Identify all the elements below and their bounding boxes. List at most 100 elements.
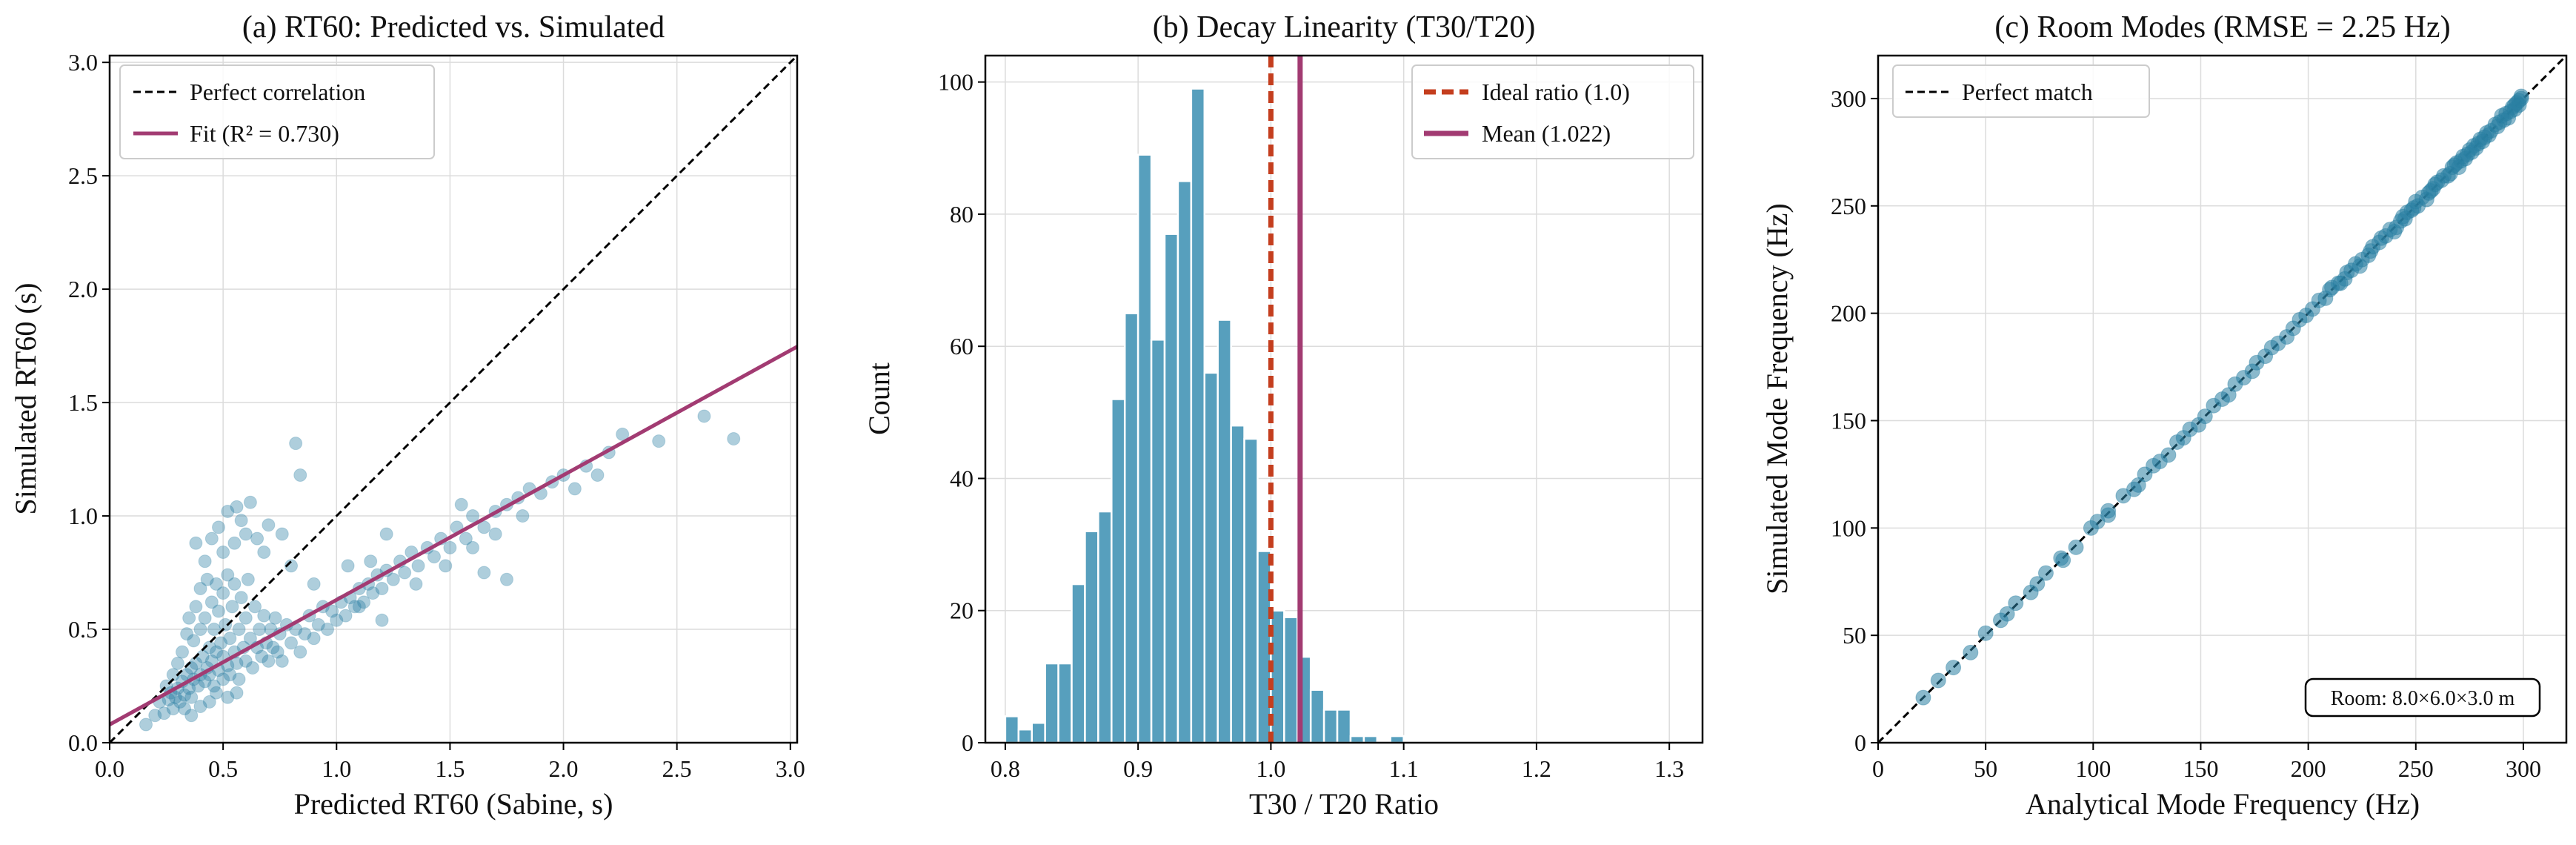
data-point-a [477, 566, 491, 580]
histogram-bar [1031, 722, 1046, 744]
data-point-c [1930, 672, 1946, 689]
data-point-a [204, 531, 219, 546]
data-point-a [307, 632, 321, 646]
fit-line-a [110, 345, 797, 726]
tick-label-x-b: 1.0 [1256, 755, 1285, 782]
data-point-a [477, 520, 491, 534]
histogram-bar [1217, 319, 1232, 744]
data-point-a [182, 611, 196, 625]
data-point-a [200, 572, 214, 586]
data-point-c [1915, 689, 1931, 706]
data-point-a [321, 623, 335, 637]
data-point-a [439, 559, 453, 573]
histogram-bar [1336, 709, 1352, 744]
data-point-a [568, 482, 582, 496]
data-point-a [225, 600, 239, 614]
data-point-a [209, 577, 223, 591]
histogram-bar [1362, 735, 1379, 744]
legend-a: Perfect correlation Fit (R² = 0.730) [119, 64, 435, 159]
tick-label-y-c: 250 [1831, 193, 1866, 219]
data-point-a [180, 627, 194, 641]
data-point-c [1963, 644, 1979, 660]
data-point-c [2068, 539, 2084, 555]
data-point-a [173, 695, 187, 709]
data-point-a [262, 518, 276, 532]
data-point-c [1946, 660, 1962, 676]
data-point-a [202, 640, 216, 655]
data-point-a [209, 686, 223, 700]
tick-label-x-a: 2.5 [662, 755, 692, 782]
data-point-a [176, 645, 190, 659]
data-point-a [223, 632, 237, 646]
data-point-c [2037, 565, 2054, 581]
ylabel-c: Simulated Mode Frequency (Hz) [1760, 203, 1794, 594]
tick-label-y-c: 100 [1831, 514, 1866, 541]
data-point-a [364, 554, 378, 569]
data-point-a [248, 600, 262, 614]
data-point-a [298, 627, 312, 641]
histogram-bar [1123, 312, 1139, 744]
data-point-c [2477, 129, 2493, 145]
data-point-a [223, 668, 237, 682]
data-point-a [266, 640, 280, 655]
tick-label-y-c: 150 [1831, 407, 1866, 434]
histogram-bar [1163, 233, 1179, 744]
tick-label-x-c: 50 [1974, 755, 1997, 782]
data-point-a [375, 581, 389, 595]
tick-label-y-a: 0.0 [68, 729, 98, 756]
data-point-a [411, 559, 425, 573]
histogram-bar [1230, 424, 1245, 744]
legend-box-a [119, 64, 435, 159]
data-point-c [2339, 265, 2355, 281]
tick-label-x-b: 0.8 [991, 755, 1020, 782]
data-point-a [241, 572, 255, 586]
panel-b: 0.8 0.9 1.0 1.1 1.2 1.3 0 20 40 60 80 100 (b) Decay… [862, 10, 1704, 821]
tick-label-x-a: 2.0 [549, 755, 579, 782]
data-point-a [221, 690, 235, 704]
data-point-a [230, 500, 244, 514]
histogram-bar [1017, 728, 1033, 744]
data-point-a [212, 520, 226, 534]
data-point-a [243, 632, 257, 646]
tick-label-y-b: 0 [962, 729, 974, 756]
room-annotation-text: Room: 8.0×6.0×3.0 m [2331, 687, 2515, 710]
tick-label-y-c: 50 [1843, 622, 1866, 649]
data-point-a [234, 591, 248, 605]
data-point-c [2160, 447, 2177, 463]
tick-label-y-b: 20 [950, 597, 974, 624]
data-point-a [166, 668, 180, 682]
scatter-points-a [139, 409, 741, 732]
legend-label-ideal-b: Ideal ratio (1.0) [1482, 79, 1630, 105]
data-point-a [245, 661, 259, 675]
data-point-a [184, 690, 199, 704]
data-point-a [239, 611, 253, 625]
identity-line-a [110, 56, 797, 743]
data-point-a [168, 690, 182, 704]
panel-a: 0.0 0.5 1.0 1.5 2.0 2.5 3.0 0.0 0.5 1.0 1.5 2.0 2.5 3… [9, 10, 805, 821]
data-point-a [727, 432, 741, 446]
data-point-a [239, 527, 253, 541]
data-point-a [148, 709, 162, 723]
tick-label-y-c: 200 [1831, 300, 1866, 327]
title-a: (a) RT60: Predicted vs. Simulated [242, 10, 665, 44]
data-point-a [216, 546, 230, 560]
tick-label-x-c: 100 [2075, 755, 2111, 782]
data-point-a [357, 595, 371, 609]
data-point-a [257, 609, 271, 623]
tick-label-y-c: 300 [1831, 85, 1866, 112]
tick-label-x-a: 3.0 [776, 755, 805, 782]
tick-label-y-a: 2.5 [68, 162, 98, 189]
histogram-bar [1322, 709, 1339, 744]
data-point-a [198, 554, 212, 569]
data-point-a [227, 536, 242, 550]
axes-frame-a [108, 54, 799, 744]
data-point-a [466, 540, 480, 554]
data-point-a [184, 709, 199, 723]
data-point-a [170, 656, 184, 670]
data-point-c [2363, 243, 2379, 259]
data-point-c [2511, 97, 2527, 113]
data-point-a [379, 527, 393, 541]
legend-b: Ideal ratio (1.0) Mean (1.022) [1411, 64, 1694, 159]
ticks-c: 0 50 100 150 200 250 300 0 50 100 150 200 250 300 [1831, 85, 2541, 782]
data-point-a [214, 636, 228, 650]
